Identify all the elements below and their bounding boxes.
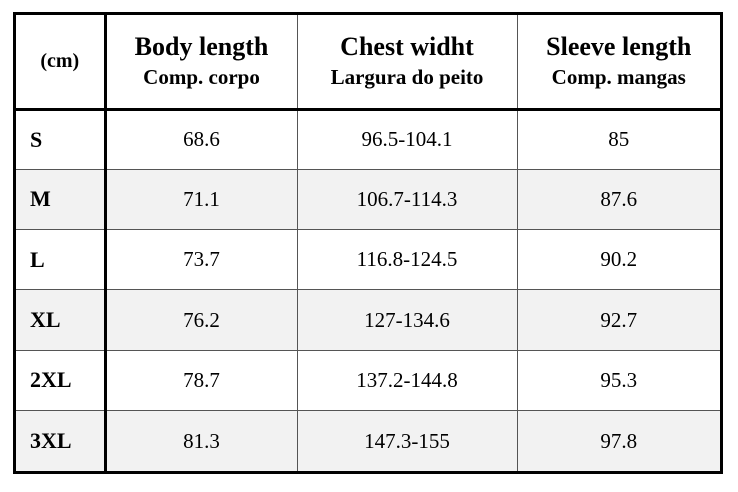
- body-length-cell: 71.1: [103, 168, 297, 230]
- table-row: XL 76.2 127-134.6 92.7: [16, 289, 720, 351]
- body-length-cell: 81.3: [103, 410, 297, 471]
- sleeve-length-cell: 87.6: [516, 168, 720, 230]
- table-row: L 73.7 116.8-124.5 90.2: [16, 229, 720, 290]
- unit-header-cell: (cm): [16, 15, 105, 111]
- size-cell: 3XL: [16, 410, 105, 471]
- size-cell: 2XL: [16, 349, 105, 411]
- chest-width-cell: 116.8-124.5: [296, 229, 517, 290]
- column-label-en: Sleeve length: [546, 32, 692, 62]
- chest-width-cell: 106.7-114.3: [296, 168, 517, 230]
- chest-width-cell: 137.2-144.8: [296, 349, 517, 411]
- header-row: (cm) Body length Comp. corpo Chest widht…: [16, 15, 720, 111]
- body-length-header: Body length Comp. corpo: [103, 15, 297, 111]
- size-cell: XL: [16, 289, 105, 351]
- column-label-en: Body length: [134, 32, 269, 62]
- size-cell: S: [30, 126, 43, 152]
- sleeve-length-cell: 97.8: [516, 410, 720, 471]
- sleeve-length-header: Sleeve length Comp. mangas: [516, 15, 720, 111]
- table-row: S 68.6 96.5-104.1 85: [16, 109, 720, 170]
- size-cell: L: [16, 229, 105, 290]
- sleeve-length-cell: 90.2: [516, 229, 720, 290]
- unit-label: (cm): [40, 49, 80, 72]
- body-length-cell: 76.2: [103, 289, 297, 351]
- chest-width-cell: 147.3-155: [296, 410, 517, 471]
- size-chart-table-frame: (cm) Body length Comp. corpo Chest widht…: [13, 12, 723, 474]
- column-label-pt: Comp. mangas: [551, 65, 686, 90]
- table-row: 2XL 78.7 137.2-144.8 95.3: [16, 349, 720, 411]
- table-row: 3XL 81.3 147.3-155 97.8: [16, 410, 720, 471]
- chest-width-cell: 96.5-104.1: [296, 109, 517, 170]
- chest-width-cell: 127-134.6: [296, 289, 517, 351]
- table-row: M 71.1 106.7-114.3 87.6: [16, 168, 720, 230]
- sleeve-length-cell: 95.3: [516, 349, 720, 411]
- column-label-pt: Largura do peito: [330, 65, 484, 90]
- column-label-pt: Comp. corpo: [143, 65, 260, 90]
- body-length-cell: 73.7: [103, 229, 297, 290]
- size-cell: M: [16, 168, 105, 230]
- size-chart-table: (cm) Body length Comp. corpo Chest widht…: [16, 15, 720, 471]
- sleeve-length-cell: 92.7: [516, 289, 720, 351]
- sleeve-length-cell: 85: [516, 109, 720, 170]
- chest-width-header: Chest widht Largura do peito: [296, 15, 517, 111]
- body-length-cell: 78.7: [103, 349, 297, 411]
- column-label-en: Chest widht: [340, 32, 474, 62]
- body-length-cell: 68.6: [103, 109, 297, 170]
